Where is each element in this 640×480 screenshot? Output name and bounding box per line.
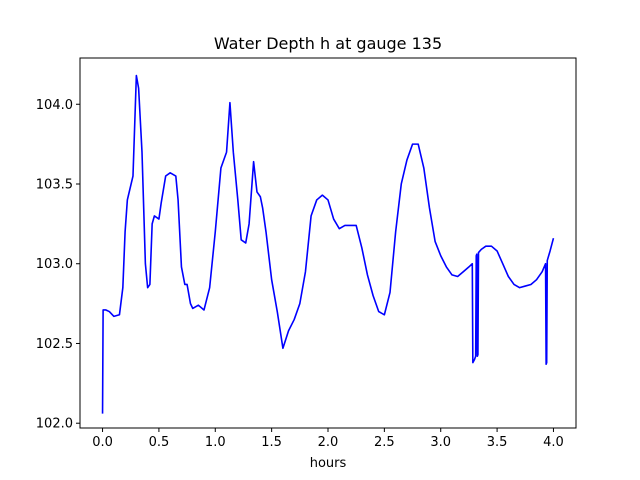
plot-frame — [79, 57, 577, 429]
x-tick-label: 2.5 — [374, 435, 395, 450]
x-tick-label: 0.5 — [149, 435, 170, 450]
y-tick-label: 103.0 — [36, 257, 73, 272]
y-tick-label: 102.5 — [36, 337, 73, 352]
series-line — [101, 74, 555, 414]
y-tick-label: 103.5 — [36, 177, 73, 192]
x-tick-label: 0.0 — [92, 435, 113, 450]
x-tick-label: 1.0 — [205, 435, 226, 450]
y-tick-label: 102.0 — [36, 417, 73, 432]
y-axis: 102.0 102.5 103.0 103.5 104.0 — [36, 98, 80, 432]
chart-title: Water Depth h at gauge 135 — [214, 34, 442, 53]
x-axis-label: hours — [310, 456, 347, 471]
y-tick-label: 104.0 — [36, 98, 73, 113]
x-axis: 0.0 0.5 1.0 1.5 2.0 2.5 3.0 3.5 4.0 — [92, 428, 564, 450]
x-tick-label: 2.0 — [318, 435, 339, 450]
x-tick-label: 3.5 — [487, 435, 508, 450]
x-tick-label: 3.0 — [430, 435, 451, 450]
x-tick-label: 1.5 — [261, 435, 282, 450]
x-tick-label: 4.0 — [543, 435, 564, 450]
